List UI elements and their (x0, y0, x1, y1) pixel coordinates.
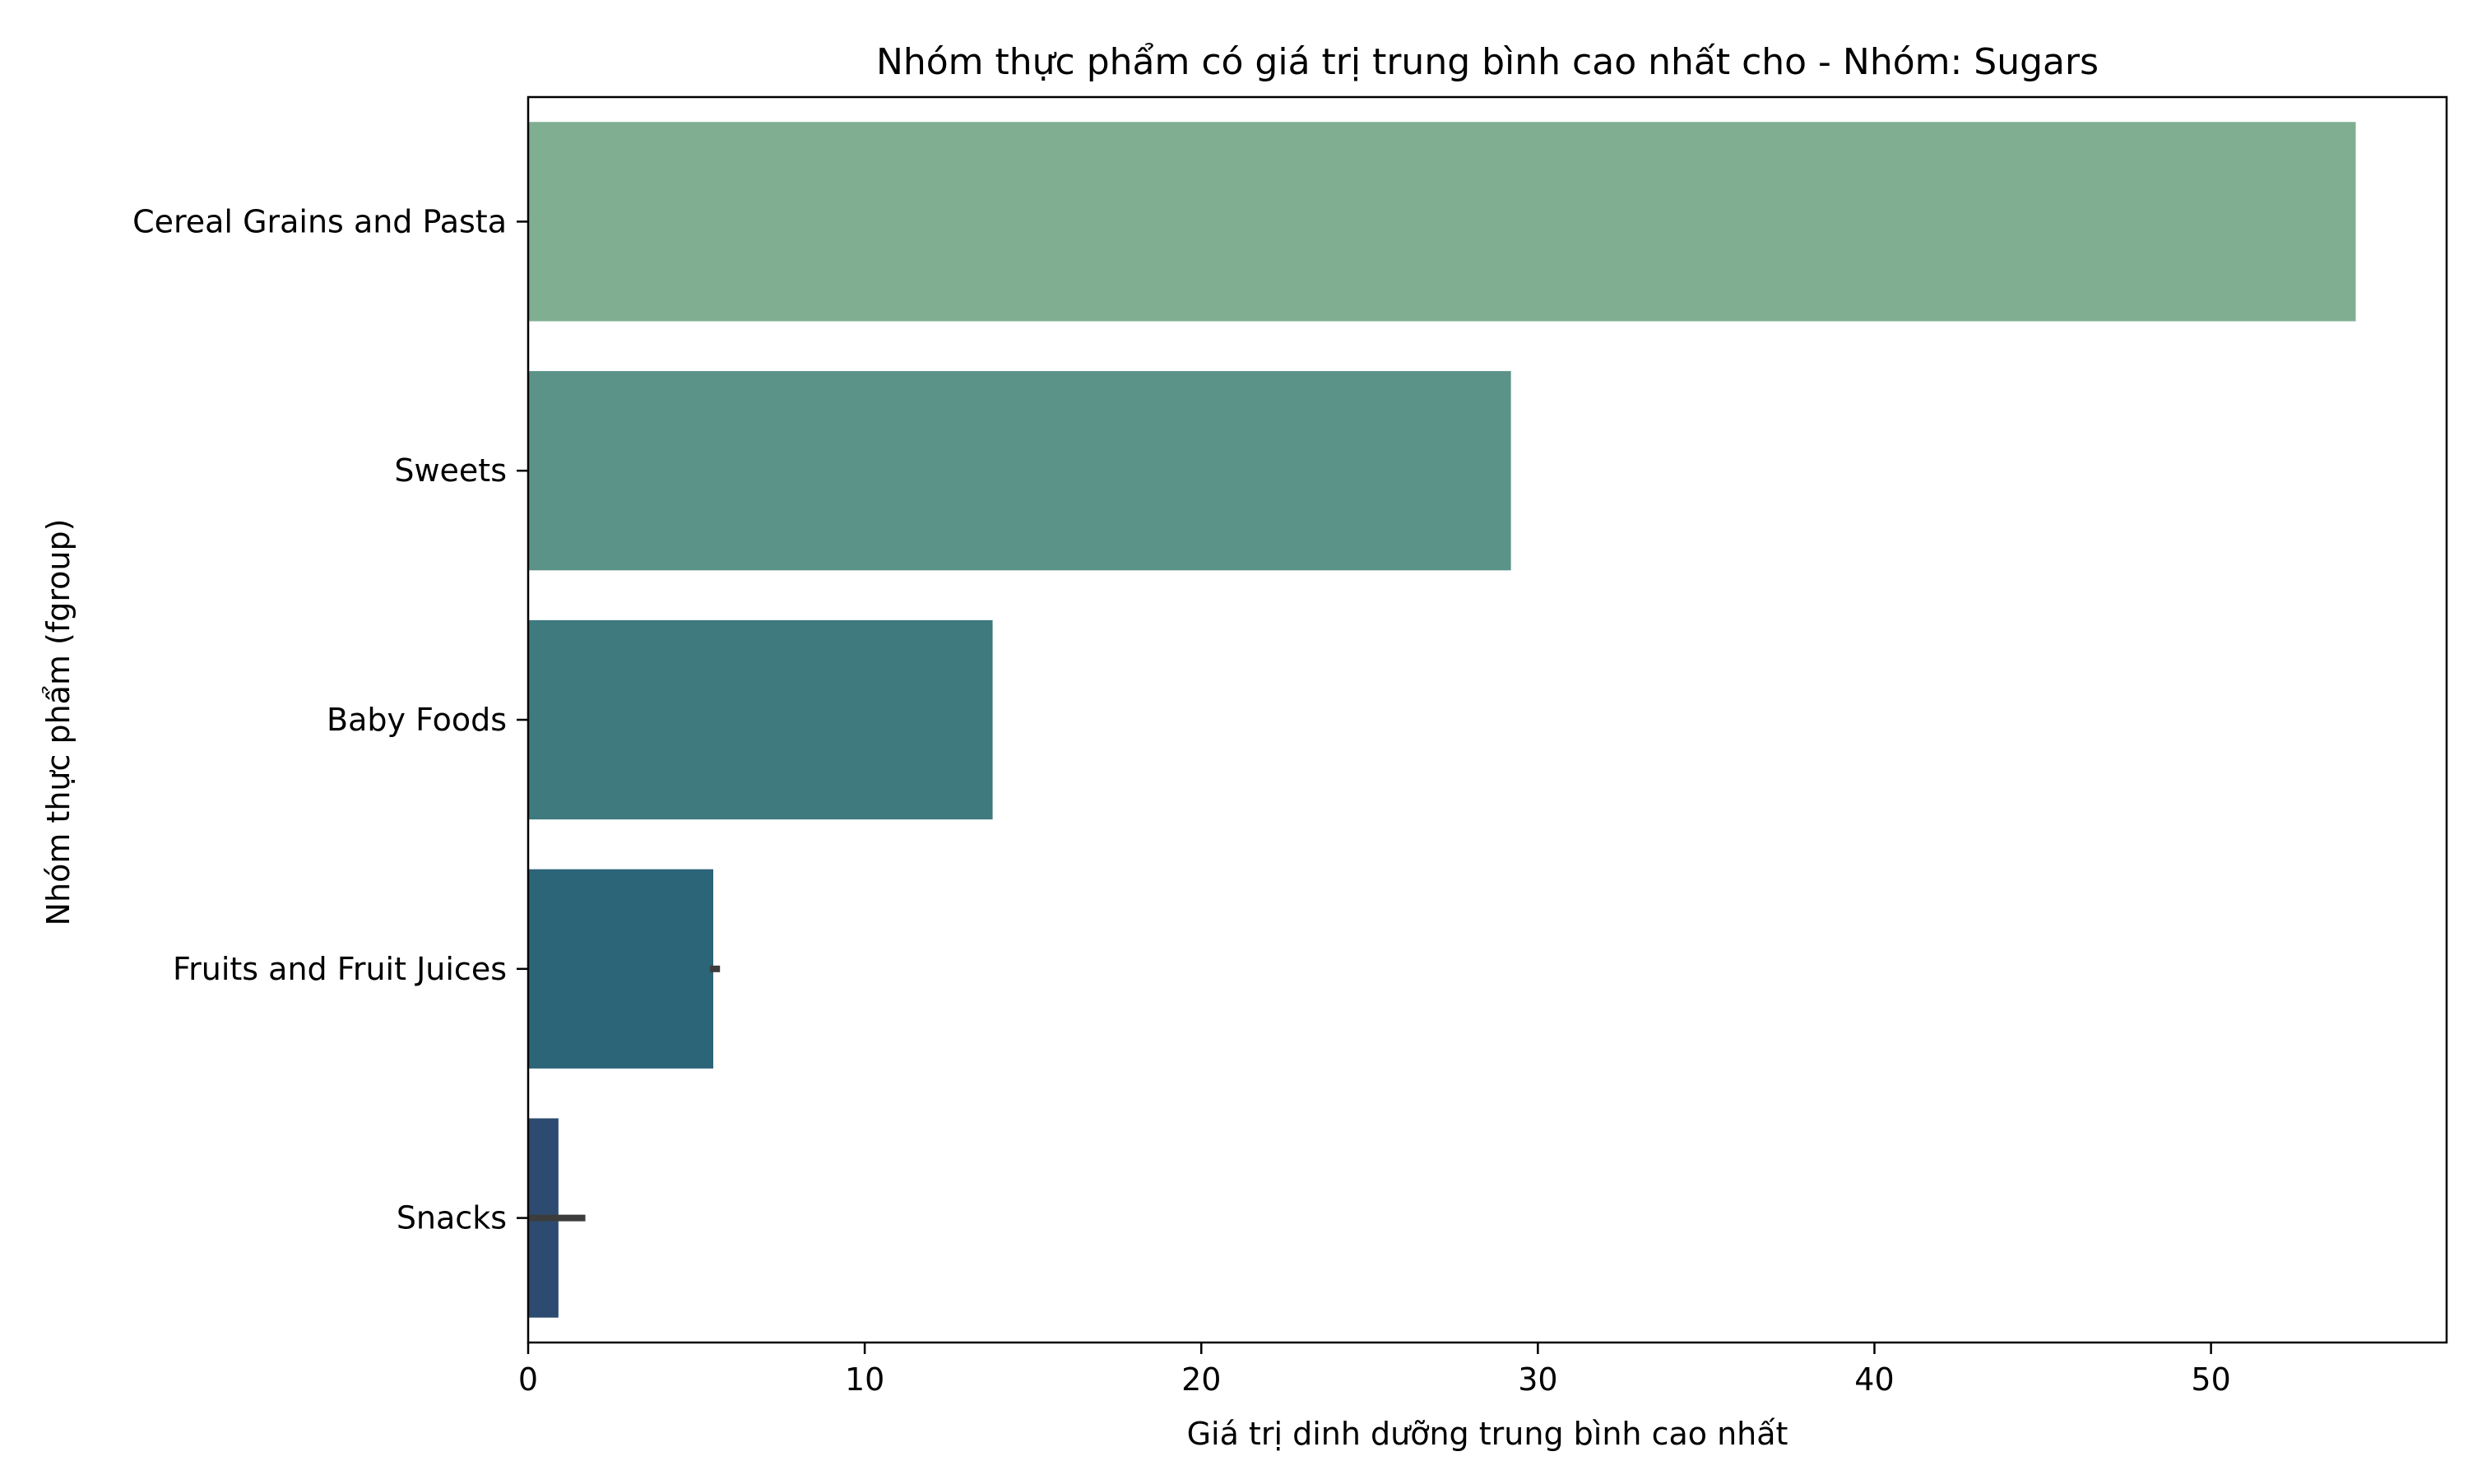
x-tick-label: 50 (2191, 1361, 2230, 1398)
x-tick-label: 40 (1854, 1361, 1894, 1398)
y-axis-label: Nhóm thực phẩm (fgroup) (40, 519, 77, 926)
y-tick-label: Baby Foods (327, 702, 507, 738)
y-axis-ticks: Cereal Grains and Pasta Sweets Baby Foods F… (132, 203, 528, 1236)
bar (528, 869, 714, 1069)
bar (528, 619, 993, 820)
x-axis-ticks: 0 10 20 30 40 50 (518, 1343, 2231, 1398)
y-tick-label: Cereal Grains and Pasta (132, 203, 507, 239)
x-tick-label: 20 (1181, 1361, 1221, 1398)
x-axis-label: Giá trị dinh dưỡng trung bình cao nhất (1187, 1416, 1788, 1452)
bar (528, 371, 1511, 571)
x-tick-label: 0 (518, 1361, 538, 1398)
y-tick-label: Fruits and Fruit Juices (173, 951, 507, 987)
bar (528, 122, 2356, 322)
error-bars-layer (528, 965, 721, 1222)
y-tick-label: Sweets (394, 452, 507, 489)
bars-layer (528, 122, 2356, 1318)
chart-title: Nhóm thực phẩm có giá trị trung bình cao… (876, 41, 2099, 83)
y-tick-label: Snacks (397, 1200, 507, 1236)
x-tick-label: 30 (1518, 1361, 1557, 1398)
x-tick-label: 10 (845, 1361, 884, 1398)
